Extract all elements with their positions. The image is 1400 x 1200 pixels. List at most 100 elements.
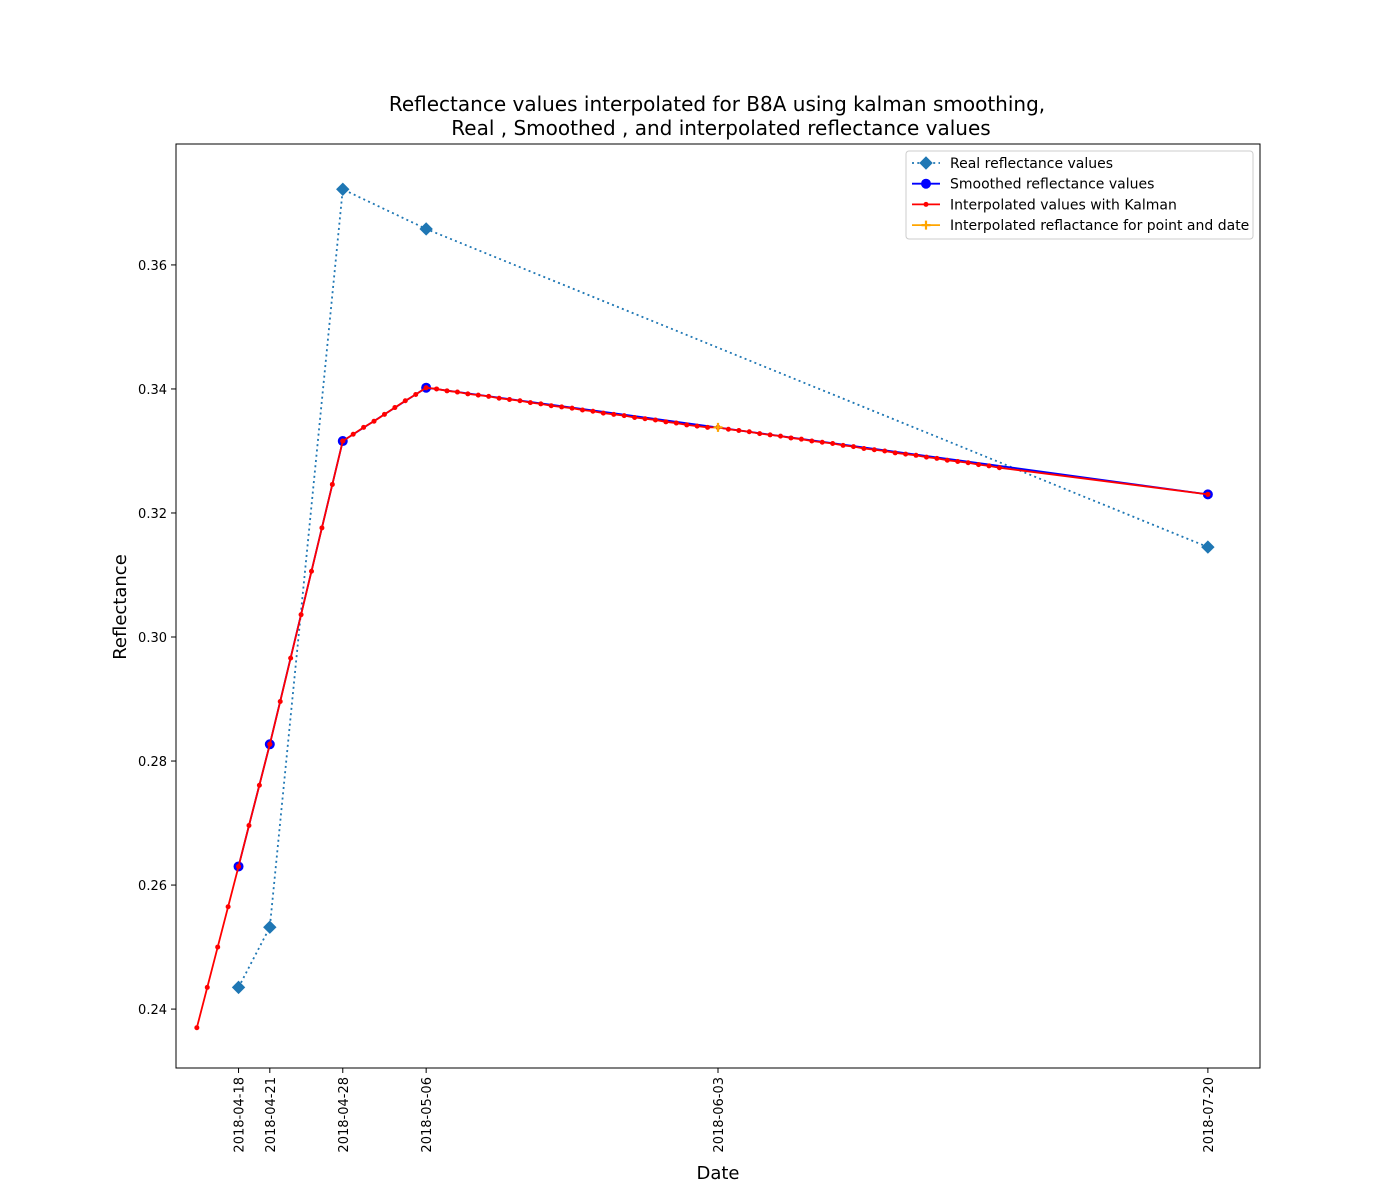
series-2-point bbox=[486, 393, 492, 399]
series-2-point bbox=[329, 481, 335, 487]
series-2-point bbox=[580, 407, 585, 413]
series-2-point bbox=[851, 444, 856, 450]
smoothed-overlay-point bbox=[423, 385, 429, 391]
series-2-point bbox=[246, 823, 252, 829]
y-tick-label: 0.34 bbox=[138, 383, 167, 398]
series-2-point bbox=[475, 392, 481, 398]
legend-entry: Real reflectance values bbox=[912, 156, 1113, 172]
series-2-point bbox=[381, 411, 387, 417]
series-2-point bbox=[507, 396, 513, 402]
series-2-point bbox=[465, 391, 471, 397]
series-2-point bbox=[746, 429, 752, 435]
series-0-point bbox=[336, 182, 350, 196]
y-tick-label: 0.24 bbox=[138, 1003, 167, 1018]
series-2-point bbox=[757, 431, 763, 437]
series-2-point bbox=[350, 431, 356, 437]
series-2-point bbox=[705, 424, 711, 430]
series-2-point bbox=[913, 452, 919, 458]
series-2-point bbox=[903, 451, 909, 457]
series-2-point bbox=[809, 438, 815, 444]
series-2-point bbox=[559, 404, 565, 410]
series-2-point bbox=[444, 388, 450, 394]
series-2-point bbox=[725, 426, 731, 432]
legend-label: Real reflectance values bbox=[950, 156, 1113, 172]
series-2-point bbox=[871, 447, 877, 453]
series-2-point bbox=[319, 525, 325, 531]
series-2-point bbox=[194, 1025, 200, 1031]
series-0-point bbox=[263, 920, 277, 934]
legend: Real reflectance values Smoothed reflecta… bbox=[905, 150, 1254, 240]
x-tick-label: 2018-05-06 bbox=[420, 1077, 435, 1153]
x-tick-label: 2018-04-21 bbox=[264, 1077, 279, 1153]
series-2-point bbox=[632, 414, 638, 420]
series-2-point bbox=[517, 398, 523, 404]
series-2-point bbox=[923, 454, 929, 460]
series-2-point bbox=[277, 699, 283, 705]
series-3-point bbox=[713, 422, 723, 432]
series-0-point bbox=[1201, 540, 1215, 554]
series-2-point bbox=[215, 944, 221, 950]
series-2-point bbox=[590, 408, 596, 414]
series-2-point bbox=[663, 419, 669, 425]
series-2-point bbox=[371, 418, 377, 424]
series-2-point bbox=[798, 436, 804, 442]
series-2-point bbox=[996, 465, 1002, 471]
chart-title-line-2: Real , Smoothed , and interpolated refle… bbox=[451, 116, 990, 140]
series-2-point bbox=[788, 435, 794, 441]
series-2-point bbox=[642, 416, 648, 422]
series-2-point bbox=[256, 782, 262, 788]
legend-label: Interpolated reflactance for point and d… bbox=[950, 218, 1249, 234]
plot-area bbox=[175, 143, 1261, 1069]
series-0-point bbox=[419, 222, 433, 236]
y-tick-label: 0.30 bbox=[138, 631, 167, 646]
legend-marker bbox=[919, 156, 933, 170]
series-2-point bbox=[965, 460, 971, 466]
series-2-point bbox=[569, 405, 575, 411]
legend-marker bbox=[923, 201, 929, 207]
series-2-point bbox=[548, 403, 554, 409]
smoothed-overlay bbox=[236, 385, 1211, 869]
legend-marker bbox=[921, 220, 931, 230]
y-axis: 0.24 0.26 0.28 0.30 0.32 0.34 0.36 bbox=[138, 259, 176, 1018]
series-2-point bbox=[454, 389, 460, 395]
series-2-point bbox=[934, 455, 940, 461]
series-2-point bbox=[840, 442, 846, 448]
series-2-point bbox=[736, 428, 742, 434]
series-2-point bbox=[538, 401, 544, 407]
series-2-point bbox=[204, 984, 210, 990]
legend-marker bbox=[921, 178, 931, 189]
series-2-point bbox=[694, 423, 700, 429]
smoothed-overlay-point bbox=[1205, 491, 1211, 497]
series-2-point bbox=[861, 445, 867, 451]
series-2-point bbox=[976, 462, 982, 468]
series-2-point bbox=[288, 655, 294, 661]
series-3 bbox=[713, 422, 723, 432]
legend-entry: Interpolated reflactance for point and d… bbox=[912, 218, 1249, 234]
y-tick-label: 0.32 bbox=[138, 507, 167, 522]
smoothed-overlay-point bbox=[340, 438, 346, 444]
series-0 bbox=[231, 182, 1215, 995]
x-tick-label: 2018-04-28 bbox=[337, 1077, 352, 1153]
series-2-point bbox=[402, 398, 408, 404]
x-tick-label: 2018-07-20 bbox=[1202, 1077, 1217, 1153]
legend-label: Smoothed reflectance values bbox=[950, 177, 1154, 193]
series-2-point bbox=[434, 386, 440, 392]
series-2-point bbox=[882, 448, 888, 454]
series-2-point bbox=[496, 395, 502, 401]
x-tick-label: 2018-06-03 bbox=[712, 1077, 727, 1153]
series-2-point bbox=[225, 904, 231, 910]
series-2-point bbox=[778, 433, 784, 439]
legend-entry: Interpolated values with Kalman bbox=[912, 197, 1177, 213]
legend-entry: Smoothed reflectance values bbox=[912, 177, 1154, 193]
chart-title-line-1: Reflectance values interpolated for B8A … bbox=[389, 92, 1045, 116]
series-2-point bbox=[673, 420, 679, 426]
y-axis-label: Reflectance bbox=[110, 554, 131, 660]
smoothed-overlay-point bbox=[236, 863, 242, 869]
legend-box bbox=[905, 150, 1254, 240]
series-2-point bbox=[830, 441, 836, 447]
series-2-point bbox=[621, 413, 627, 419]
series-2-point bbox=[298, 612, 304, 618]
x-axis-label: Date bbox=[696, 1163, 739, 1184]
smoothed-overlay-point bbox=[267, 741, 273, 747]
